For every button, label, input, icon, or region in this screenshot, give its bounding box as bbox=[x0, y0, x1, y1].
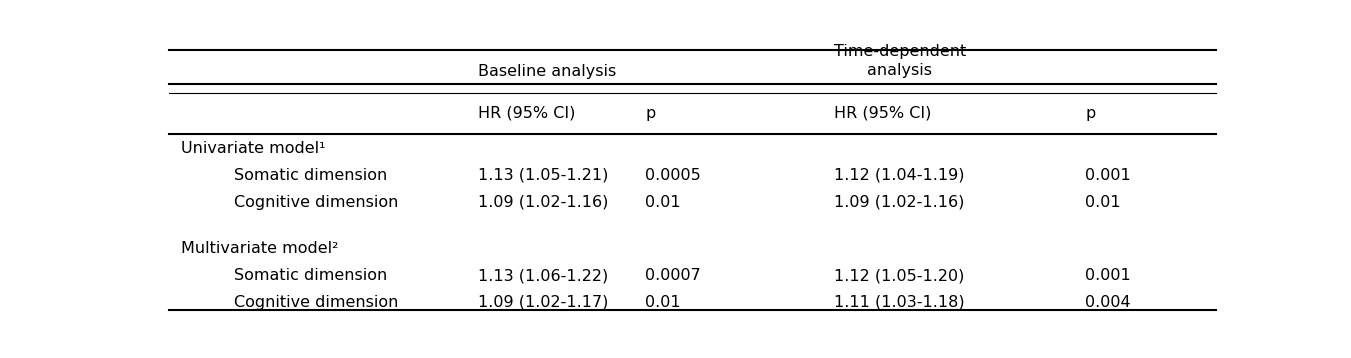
Text: 1.13 (1.05-1.21): 1.13 (1.05-1.21) bbox=[478, 168, 608, 183]
Text: 0.01: 0.01 bbox=[646, 195, 681, 209]
Text: 1.11 (1.03-1.18): 1.11 (1.03-1.18) bbox=[834, 295, 965, 310]
Text: 0.001: 0.001 bbox=[1085, 268, 1131, 283]
Text: 1.12 (1.05-1.20): 1.12 (1.05-1.20) bbox=[834, 268, 965, 283]
Text: Cognitive dimension: Cognitive dimension bbox=[234, 295, 399, 310]
Text: Multivariate model²: Multivariate model² bbox=[181, 241, 339, 256]
Text: 0.0005: 0.0005 bbox=[646, 168, 701, 183]
Text: Univariate model¹: Univariate model¹ bbox=[181, 141, 326, 156]
Text: p: p bbox=[1085, 106, 1096, 121]
Text: Somatic dimension: Somatic dimension bbox=[234, 168, 386, 183]
Text: 1.13 (1.06-1.22): 1.13 (1.06-1.22) bbox=[478, 268, 608, 283]
Text: 0.004: 0.004 bbox=[1085, 295, 1131, 310]
Text: HR (95% CI): HR (95% CI) bbox=[478, 106, 576, 121]
Text: 0.001: 0.001 bbox=[1085, 168, 1131, 183]
Text: 1.09 (1.02-1.16): 1.09 (1.02-1.16) bbox=[478, 195, 608, 209]
Text: p: p bbox=[646, 106, 655, 121]
Text: 1.09 (1.02-1.17): 1.09 (1.02-1.17) bbox=[478, 295, 608, 310]
Text: 1.09 (1.02-1.16): 1.09 (1.02-1.16) bbox=[834, 195, 965, 209]
Text: Baseline analysis: Baseline analysis bbox=[478, 64, 616, 79]
Text: Cognitive dimension: Cognitive dimension bbox=[234, 195, 399, 209]
Text: 1.12 (1.04-1.19): 1.12 (1.04-1.19) bbox=[834, 168, 965, 183]
Text: Time-dependent
analysis: Time-dependent analysis bbox=[834, 44, 966, 78]
Text: HR (95% CI): HR (95% CI) bbox=[834, 106, 931, 121]
Text: 0.0007: 0.0007 bbox=[646, 268, 701, 283]
Text: Somatic dimension: Somatic dimension bbox=[234, 268, 386, 283]
Text: 0.01: 0.01 bbox=[646, 295, 681, 310]
Text: 0.01: 0.01 bbox=[1085, 195, 1120, 209]
